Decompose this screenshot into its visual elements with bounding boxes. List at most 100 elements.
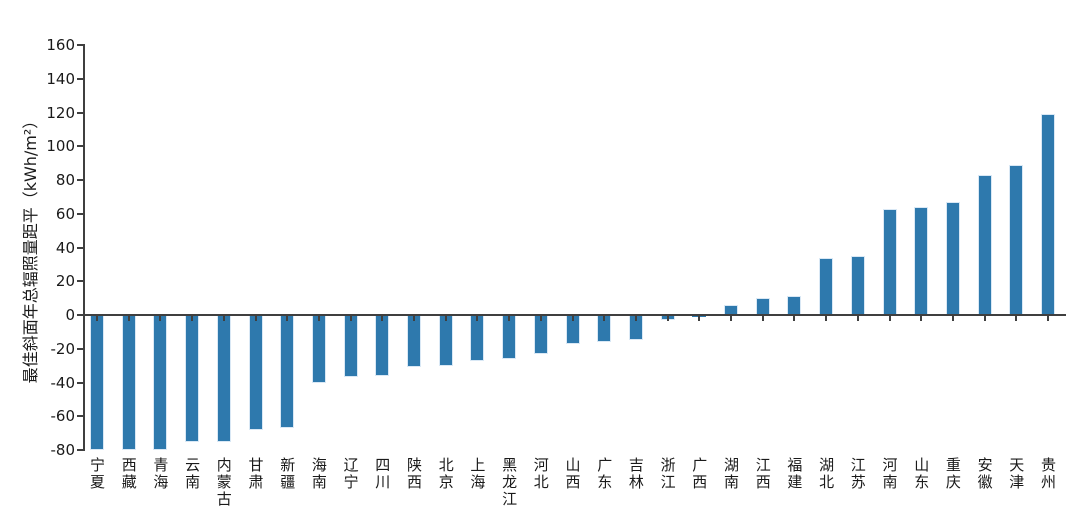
- x-tick: [634, 316, 637, 321]
- y-tick: [77, 381, 83, 384]
- x-tick: [476, 316, 479, 321]
- y-tick: [77, 111, 83, 114]
- y-tick: [77, 246, 83, 249]
- x-tick: [254, 316, 257, 321]
- x-tick: [127, 316, 130, 321]
- y-tick-label: 0: [65, 306, 75, 324]
- bar: [248, 315, 263, 430]
- y-tick-label: 60: [55, 204, 75, 223]
- y-tick-label: -20: [50, 339, 76, 358]
- x-tick-label: 陕西: [405, 457, 423, 491]
- x-tick-label: 广东: [595, 457, 614, 491]
- y-tick-label: 140: [46, 69, 75, 88]
- y-tick: [77, 77, 83, 80]
- x-tick: [730, 316, 732, 321]
- y-tick: [77, 449, 83, 451]
- x-tick-label: 新疆: [278, 457, 297, 491]
- bar: [914, 207, 929, 315]
- x-tick-label: 宁夏: [88, 457, 106, 491]
- bar: [438, 315, 453, 366]
- y-tick-label: -60: [50, 407, 76, 426]
- bar: [819, 257, 834, 315]
- x-tick-label: 四川: [373, 457, 392, 491]
- y-tick: [77, 347, 83, 350]
- x-tick: [761, 316, 764, 321]
- bar: [1041, 114, 1055, 315]
- x-tick: [920, 316, 923, 321]
- x-tick: [856, 316, 859, 321]
- x-tick: [793, 316, 796, 321]
- x-tick-label: 北京: [436, 457, 455, 491]
- bar: [755, 298, 770, 315]
- x-tick: [381, 316, 384, 321]
- x-tick: [1015, 316, 1018, 321]
- x-tick: [508, 316, 511, 321]
- bar: [882, 208, 897, 315]
- bar: [311, 315, 326, 383]
- x-tick-label: 西藏: [119, 457, 138, 491]
- x-tick: [571, 316, 574, 321]
- bar: [945, 201, 960, 315]
- x-tick-label: 浙江: [658, 457, 677, 491]
- bar: [216, 315, 231, 442]
- y-tick-label: 100: [46, 137, 75, 156]
- bar: [850, 255, 865, 315]
- x-tick: [825, 316, 828, 321]
- y-tick-label: 20: [55, 272, 75, 291]
- bar: [1009, 164, 1024, 315]
- x-tick-label: 天津: [1007, 457, 1026, 491]
- y-tick-label: 80: [55, 171, 75, 189]
- bar: [407, 315, 421, 368]
- bar: [90, 315, 104, 450]
- y-tick-label: 160: [46, 36, 75, 54]
- y-tick-label: 40: [55, 238, 75, 257]
- x-tick-label: 甘肃: [246, 457, 265, 491]
- x-tick-label: 湖南: [722, 457, 740, 491]
- x-tick: [983, 316, 986, 321]
- x-tick: [317, 316, 320, 321]
- x-tick: [698, 316, 701, 321]
- y-tick-label: -40: [50, 373, 76, 392]
- x-tick: [539, 316, 542, 321]
- x-tick: [159, 316, 162, 321]
- x-tick: [444, 316, 447, 321]
- x-tick-label: 江苏: [848, 457, 867, 491]
- x-tick-label: 吉林: [626, 457, 645, 491]
- bar: [977, 174, 992, 315]
- y-tick: [77, 280, 83, 283]
- x-tick-label: 黑龙江: [500, 457, 519, 508]
- x-tick: [96, 316, 98, 321]
- x-tick-label: 重庆: [943, 457, 962, 491]
- bar: [502, 315, 517, 359]
- x-tick-label: 海南: [309, 457, 328, 491]
- x-tick-label: 福建: [785, 457, 804, 491]
- y-tick: [77, 314, 83, 316]
- y-tick: [77, 44, 83, 46]
- bar: [280, 315, 295, 429]
- x-tick-label: 贵州: [1039, 457, 1057, 491]
- x-axis-spine: [83, 314, 1066, 316]
- x-tick-label: 辽宁: [341, 457, 360, 491]
- x-tick-label: 上海: [468, 457, 487, 491]
- x-tick: [888, 316, 891, 321]
- y-tick: [77, 415, 83, 418]
- x-tick-label: 河南: [880, 457, 899, 491]
- x-tick: [286, 316, 289, 321]
- x-tick: [413, 316, 415, 321]
- x-tick-label: 青海: [151, 457, 170, 491]
- bar: [185, 315, 200, 442]
- x-tick-label: 江西: [753, 457, 772, 491]
- y-tick: [77, 145, 83, 148]
- y-tick-label: -80: [50, 441, 76, 459]
- bar: [343, 315, 358, 378]
- x-tick-label: 河北: [531, 457, 550, 491]
- x-tick-label: 山东: [912, 457, 931, 491]
- x-tick-label: 云南: [183, 457, 202, 491]
- x-tick-label: 内蒙古: [214, 457, 233, 508]
- x-tick-label: 湖北: [817, 457, 836, 491]
- x-tick: [191, 316, 194, 321]
- y-tick: [77, 179, 83, 181]
- x-tick-label: 安徽: [975, 457, 994, 491]
- bar: [375, 315, 390, 376]
